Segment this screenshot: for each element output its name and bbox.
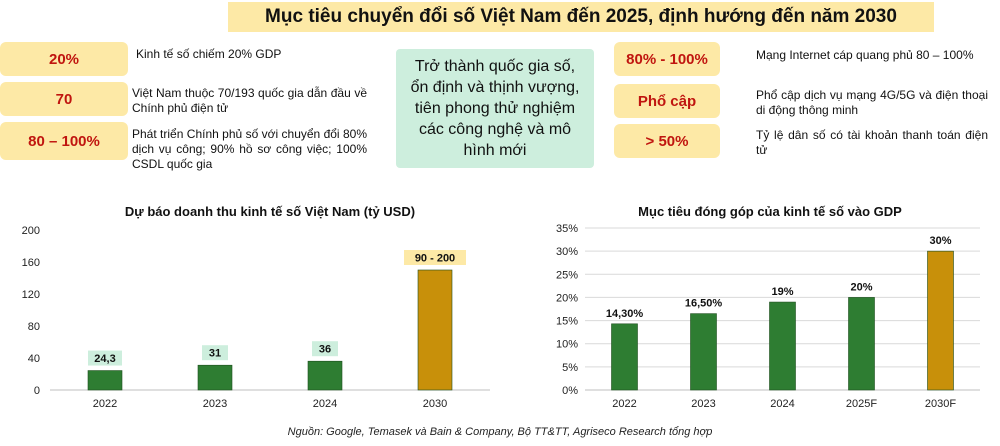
y-tick-label: 35% [556,223,578,235]
target-description: Phát triển Chính phủ số với chuyển đổi 8… [132,127,367,171]
x-tick-label: 2022 [612,398,636,410]
source-note: Nguồn: Google, Temasek và Bain & Company… [287,426,713,438]
x-tick-label: 2023 [203,398,227,410]
data-label: 24,3 [94,353,115,365]
chart-title-gdp: Mục tiêu đóng góp của kinh tế số vào GDP [638,204,902,219]
y-tick-label: 15% [556,316,578,328]
y-tick-label: 20% [556,292,578,304]
bar [769,301,796,391]
bar [197,364,233,391]
data-label: 31 [209,348,221,360]
target-badge: 20% [0,42,128,76]
x-tick-label: 2025F [846,398,877,410]
data-label: 19% [771,286,793,298]
target-badge: 70 [0,82,128,116]
bar [417,269,453,391]
x-tick-label: 2030 [423,398,447,410]
data-label: 20% [850,281,872,293]
y-tick-label: 0% [562,385,578,397]
data-label-box [202,345,228,361]
y-tick-label: 25% [556,269,578,281]
bar [307,360,343,391]
data-label: 90 - 200 [415,253,455,265]
x-tick-label: 2030F [925,398,956,410]
target-description: Phổ cập dịch vụ mạng 4G/5G và điện thoại… [756,88,988,117]
x-tick-label: 2024 [770,398,794,410]
data-label-box [88,350,122,366]
y-tick-label: 40 [28,353,40,365]
target-badge: 80 – 100% [0,122,128,160]
bar [87,370,123,391]
bar [927,250,954,391]
y-tick-label: 30% [556,246,578,258]
data-label: 30% [929,235,951,247]
data-label: 36 [319,344,331,356]
bar [848,297,875,391]
x-tick-label: 2022 [93,398,117,410]
y-tick-label: 5% [562,362,578,374]
y-tick-label: 0 [34,385,40,397]
data-label: 14,30% [606,308,644,320]
target-description: Kinh tế số chiếm 20% GDP [136,47,282,61]
page-title: Mục tiêu chuyển đổi số Việt Nam đến 2025… [228,2,934,32]
target-badge: > 50% [614,124,720,158]
x-tick-label: 2023 [691,398,715,410]
y-tick-label: 200 [22,225,40,237]
target-description: Tỷ lệ dân số có tài khoản thanh toán điệ… [756,128,988,157]
data-label: 16,50% [685,298,723,310]
target-description: Mạng Internet cáp quang phủ 80 – 100% [756,48,974,62]
bar [690,313,717,391]
chart-title-revenue: Dự báo doanh thu kinh tế số Việt Nam (tỷ… [124,204,416,219]
target-description: Việt Nam thuộc 70/193 quốc gia dẫn đầu v… [132,86,367,115]
target-badge: 80% - 100% [614,42,720,76]
bar [611,323,638,391]
data-label-box [404,250,466,265]
central-goal-box: Trở thành quốc gia số, ổn định và thịnh … [396,49,594,168]
y-tick-label: 120 [22,289,40,301]
y-tick-label: 10% [556,339,578,351]
target-badge: Phổ cập [614,84,720,118]
x-tick-label: 2024 [313,398,337,410]
data-label-box [312,341,338,357]
y-tick-label: 80 [28,321,40,333]
y-tick-label: 160 [22,257,40,269]
